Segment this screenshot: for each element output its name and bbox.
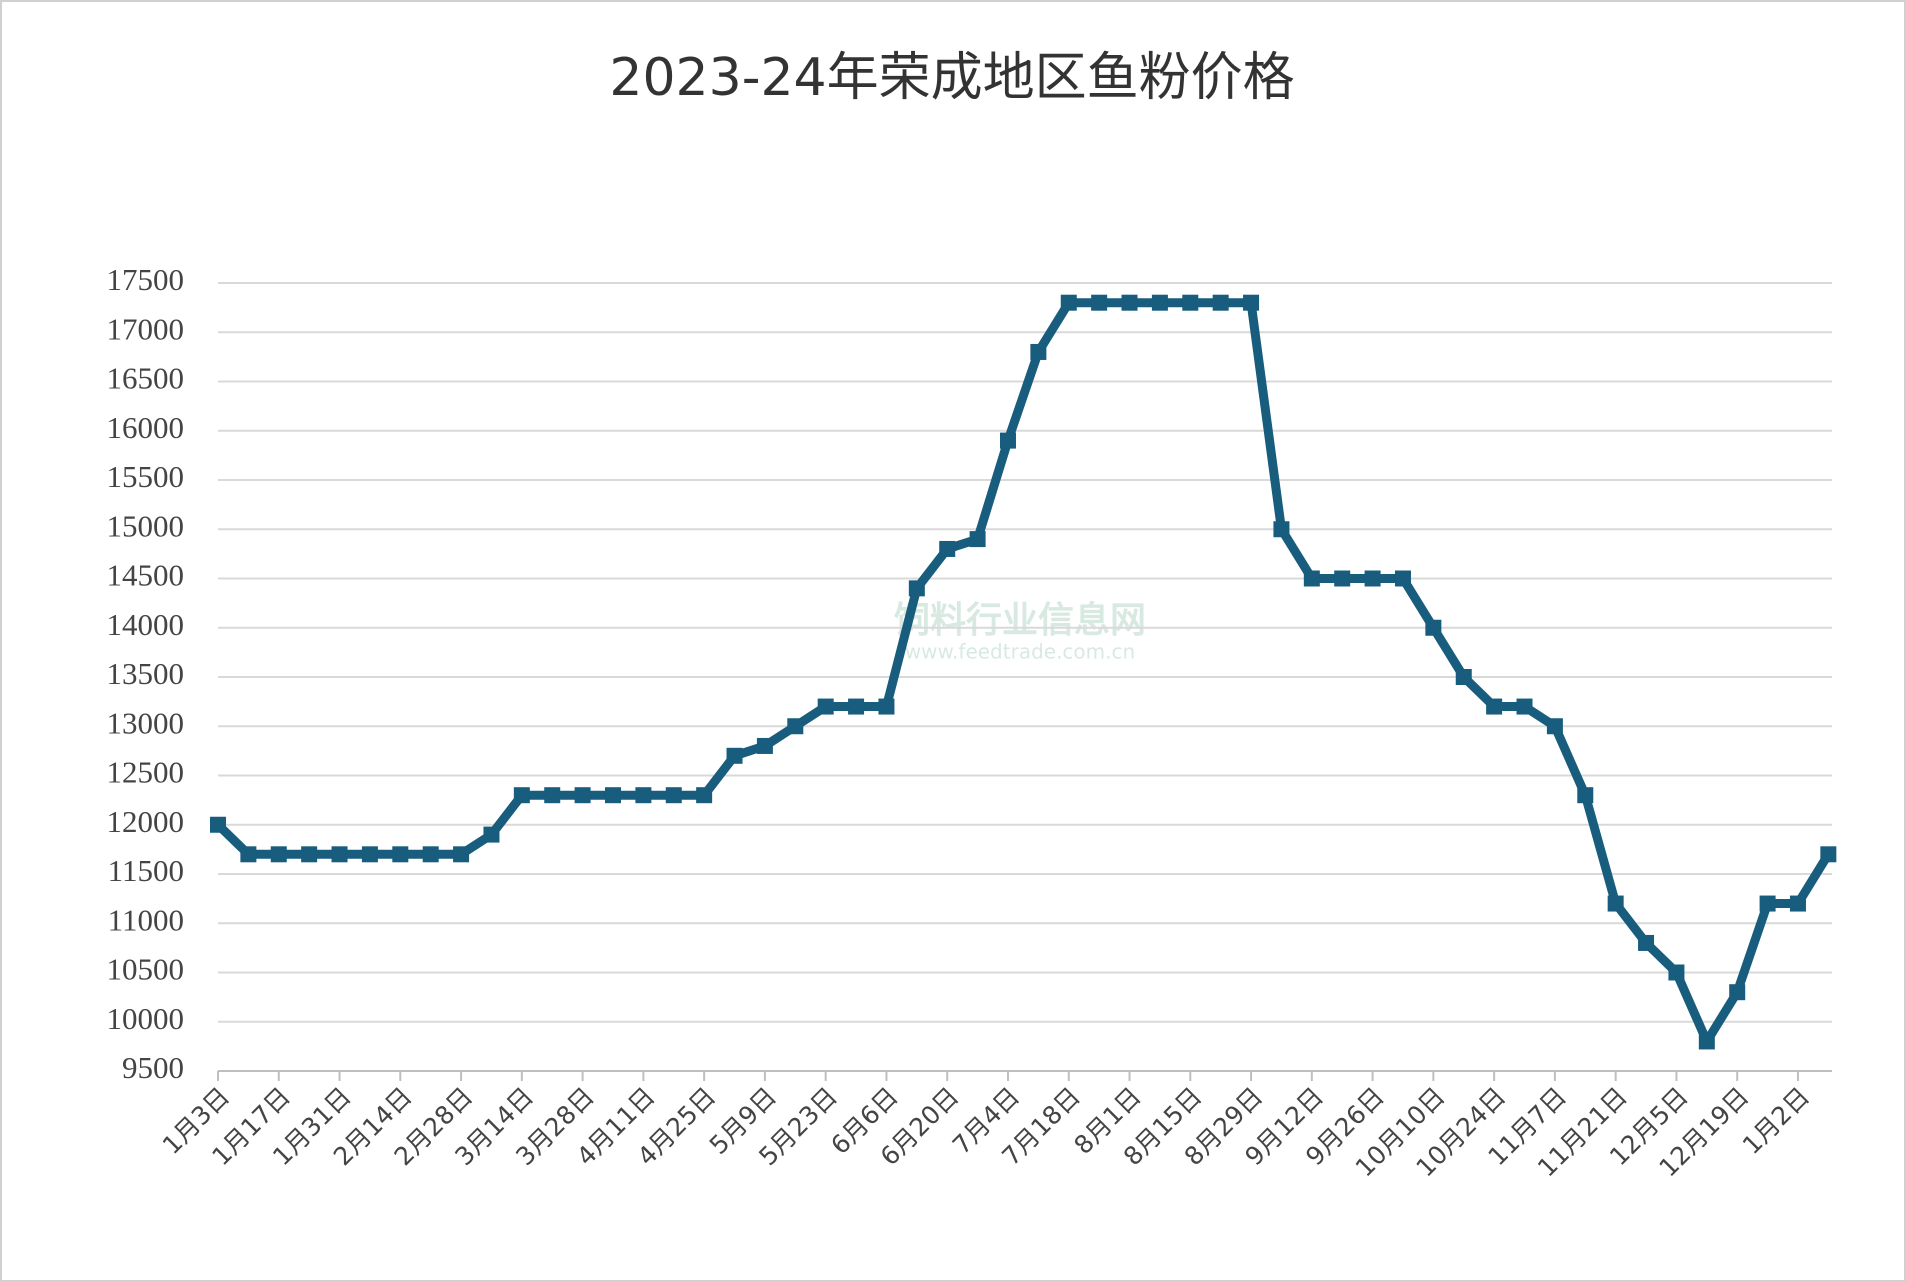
marker: [1334, 570, 1351, 587]
marker: [1273, 521, 1290, 538]
y-tick-label: 16000: [107, 410, 185, 445]
chart-title: 2023-24年荣成地区鱼粉价格: [609, 48, 1294, 108]
marker: [1394, 570, 1411, 587]
marker: [756, 737, 773, 754]
y-tick-label: 9500: [122, 1050, 184, 1085]
y-tick-label: 13000: [107, 705, 185, 740]
marker: [574, 787, 591, 804]
watermark: www.feedtrade.com.cn: [905, 640, 1135, 664]
marker: [270, 846, 287, 863]
marker: [1060, 294, 1077, 311]
marker: [1729, 984, 1746, 1001]
y-tick-label: 12500: [107, 755, 185, 790]
marker: [604, 787, 621, 804]
marker: [999, 432, 1016, 449]
y-tick-label: 16500: [107, 361, 185, 396]
marker: [817, 698, 834, 715]
marker: [848, 698, 865, 715]
marker: [696, 787, 713, 804]
marker: [908, 580, 925, 597]
marker: [240, 846, 257, 863]
marker: [1546, 718, 1563, 735]
y-tick-label: 10500: [107, 952, 185, 987]
y-tick-label: 17000: [107, 311, 185, 346]
y-tick-label: 14500: [107, 558, 185, 593]
marker: [1121, 294, 1138, 311]
marker: [1182, 294, 1199, 311]
marker: [1820, 846, 1837, 863]
marker: [635, 787, 652, 804]
marker: [1425, 619, 1442, 636]
marker: [1455, 669, 1472, 685]
marker: [1607, 895, 1624, 912]
marker: [1303, 570, 1320, 587]
marker: [1151, 294, 1168, 311]
marker: [1789, 895, 1806, 912]
marker: [939, 540, 956, 557]
marker: [1638, 934, 1655, 951]
marker: [969, 531, 986, 548]
marker: [1516, 698, 1533, 715]
marker: [665, 787, 682, 804]
marker: [392, 846, 409, 863]
marker: [1577, 787, 1594, 804]
y-tick-label: 11500: [108, 853, 184, 888]
marker: [1668, 964, 1685, 981]
marker: [726, 747, 743, 764]
marker: [483, 826, 500, 843]
y-tick-label: 13500: [107, 656, 185, 691]
marker: [1698, 1033, 1715, 1050]
marker: [1243, 294, 1260, 311]
marker: [878, 698, 895, 715]
marker: [331, 846, 348, 863]
marker: [1759, 895, 1776, 912]
marker: [1030, 343, 1047, 360]
marker: [787, 718, 804, 735]
marker: [1091, 294, 1108, 311]
marker: [453, 846, 470, 863]
marker: [361, 846, 378, 863]
watermark: 饲料行业信息网: [894, 600, 1146, 641]
marker: [1364, 570, 1381, 587]
marker: [544, 787, 561, 804]
y-tick-label: 10000: [107, 1001, 185, 1036]
marker: [1212, 294, 1229, 311]
marker: [1486, 698, 1503, 715]
y-tick-label: 17500: [107, 262, 185, 297]
y-tick-label: 15500: [107, 459, 185, 494]
marker: [422, 846, 439, 863]
y-tick-label: 12000: [107, 804, 185, 839]
marker: [210, 816, 226, 833]
y-tick-label: 15000: [107, 508, 185, 543]
marker: [513, 787, 530, 804]
marker: [301, 846, 318, 863]
y-tick-label: 14000: [107, 607, 185, 642]
y-tick-label: 11000: [108, 902, 184, 937]
